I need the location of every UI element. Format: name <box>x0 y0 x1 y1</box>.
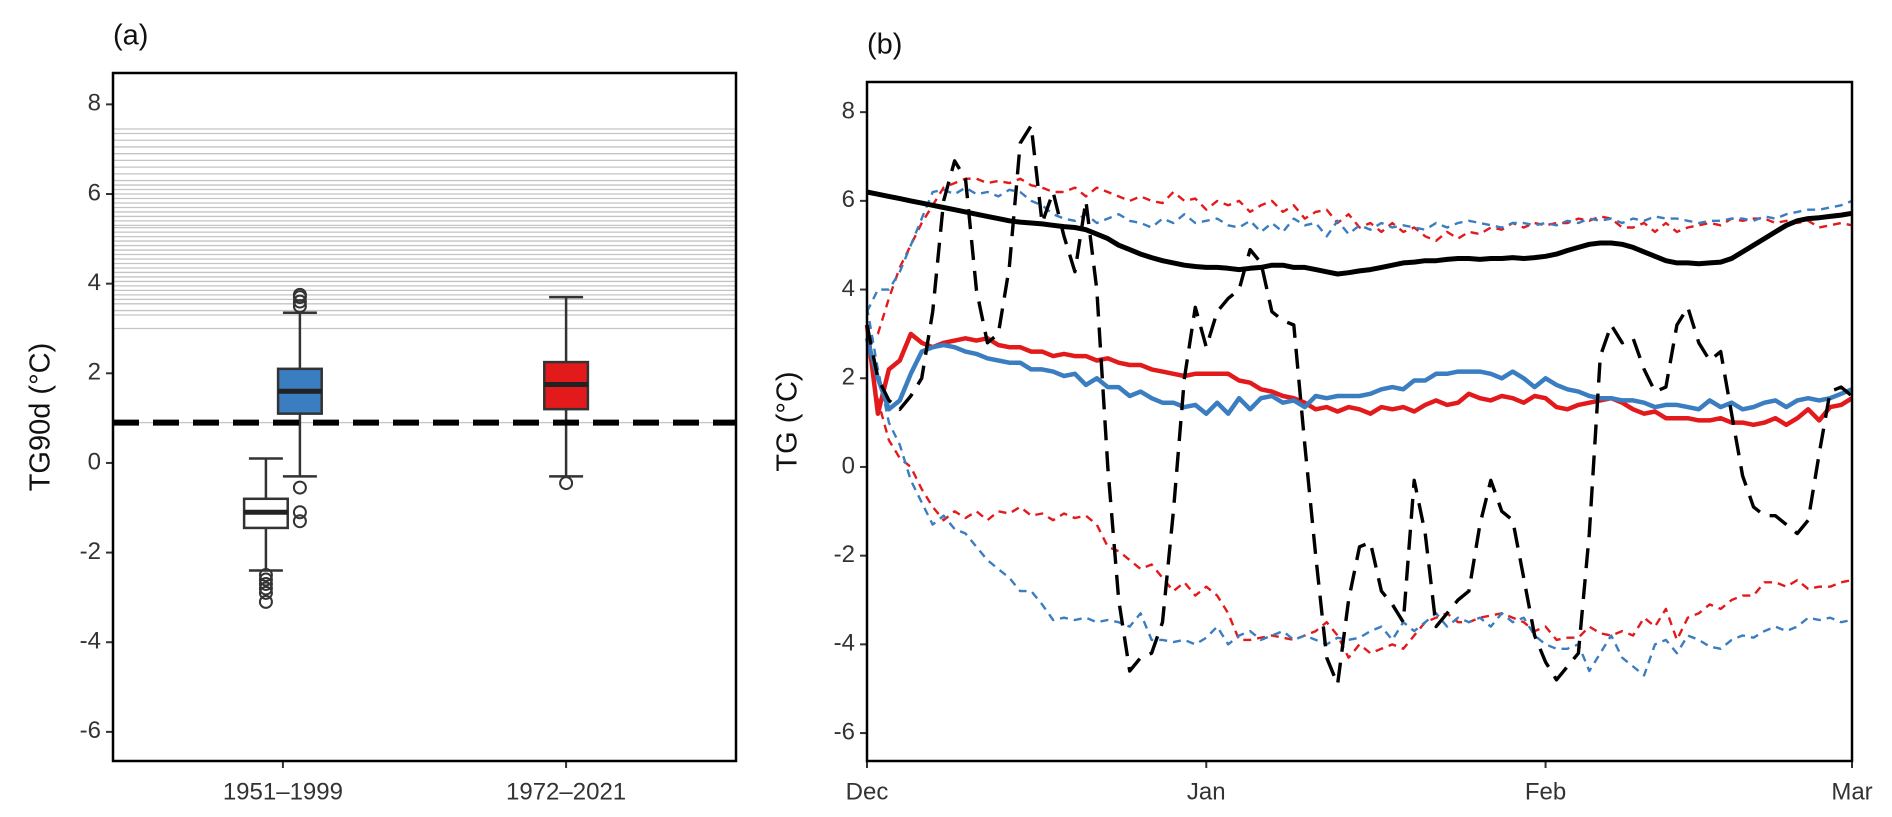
outlier <box>258 594 273 609</box>
x-tick-label: Jan <box>1187 778 1226 805</box>
y-tick-label: 8 <box>88 90 101 117</box>
y-tick-label: 6 <box>88 179 101 206</box>
series-line <box>866 177 1853 344</box>
outlier <box>258 572 273 587</box>
y-tick-label: -2 <box>80 538 101 565</box>
outlier <box>258 567 273 582</box>
plot-frame <box>111 71 738 763</box>
plot-frame <box>865 80 1854 763</box>
series-line <box>864 337 1853 416</box>
outlier <box>292 294 307 309</box>
y-tick-label: 0 <box>88 448 101 475</box>
series-line <box>865 342 1853 659</box>
outlier <box>292 287 307 302</box>
series-line <box>864 324 1854 428</box>
outlier <box>292 514 307 529</box>
y-tick-label: -6 <box>80 717 101 744</box>
outlier <box>258 585 273 600</box>
outlier <box>292 505 307 520</box>
x-tick-label: Mar <box>1831 778 1872 805</box>
series-line <box>865 123 1854 686</box>
y-tick-label: 2 <box>842 364 855 391</box>
y-tick-label: 8 <box>842 98 855 125</box>
y-tick-label: 4 <box>842 275 855 302</box>
outlier <box>258 581 273 596</box>
y-tick-label: -2 <box>834 541 855 568</box>
x-tick-label: 1972–2021 <box>506 778 626 805</box>
outlier <box>258 576 273 591</box>
y-tick-label: -6 <box>834 718 855 745</box>
y-axis-title: TG (°C) <box>772 371 804 471</box>
y-tick-label: 4 <box>88 269 101 296</box>
outlier <box>559 476 574 491</box>
y-tick-label: -4 <box>80 628 101 655</box>
x-tick-label: Dec <box>846 778 889 805</box>
panel-label: (b) <box>867 29 902 61</box>
panel-label: (a) <box>113 20 148 52</box>
y-tick-label: 2 <box>88 359 101 386</box>
series-line <box>866 189 1853 277</box>
y-tick-label: -4 <box>834 630 855 657</box>
y-axis-title: TG90d (°C) <box>25 343 57 492</box>
x-tick-label: 1951–1999 <box>223 778 343 805</box>
y-tick-label: 0 <box>842 452 855 479</box>
outlier <box>292 480 307 495</box>
x-tick-label: Feb <box>1525 778 1566 805</box>
y-tick-label: 6 <box>842 186 855 213</box>
series-line <box>865 186 1853 313</box>
